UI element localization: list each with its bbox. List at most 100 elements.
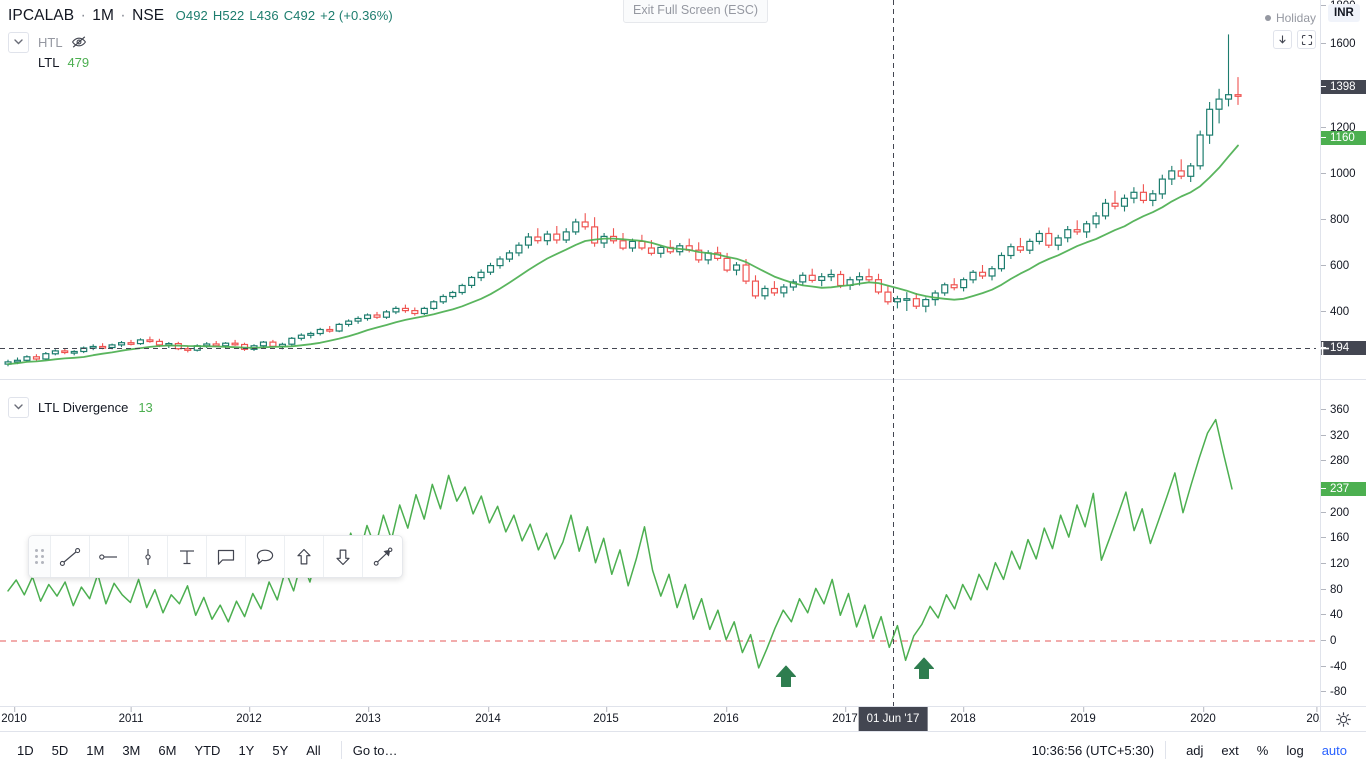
- range-button-1m[interactable]: 1M: [86, 742, 105, 758]
- exit-fullscreen-button[interactable]: Exit Full Screen (ESC): [623, 0, 769, 23]
- range-button-5d[interactable]: 5D: [51, 742, 69, 758]
- range-button-6m[interactable]: 6M: [158, 742, 177, 758]
- axis-tick-dash: [1321, 665, 1326, 667]
- axis-tick-label: 1000: [1330, 168, 1356, 180]
- text-tool[interactable]: [168, 536, 207, 577]
- chevron-down-icon[interactable]: [8, 396, 29, 418]
- scale-option-ext[interactable]: ext: [1221, 742, 1239, 758]
- trend-line-tool[interactable]: [51, 536, 90, 577]
- ohlc-close: C492: [283, 8, 316, 23]
- price-axis-tick: 194: [1321, 341, 1366, 355]
- ohlc-low: L436: [249, 8, 279, 23]
- axis-tick-dash: [1321, 640, 1326, 641]
- download-arrow-icon[interactable]: [1273, 30, 1292, 49]
- price-axis-tick: 120: [1321, 557, 1366, 571]
- range-button-5y[interactable]: 5Y: [272, 742, 289, 758]
- time-tick-label: 2017: [832, 713, 858, 725]
- range-button-ytd[interactable]: YTD: [194, 742, 221, 758]
- clock-label: 10:36:56 (UTC+5:30): [1031, 742, 1155, 758]
- exchange-label[interactable]: NSE: [132, 7, 165, 24]
- symbol-name[interactable]: IPCALAB: [8, 7, 75, 24]
- axis-tick-dash: [1321, 311, 1326, 312]
- range-button-3m[interactable]: 3M: [122, 742, 141, 758]
- divergence-indicator-row[interactable]: LTL Divergence 13: [8, 396, 153, 418]
- price-axis-tick: 1398: [1321, 80, 1366, 94]
- range-buttons[interactable]: 1D 5D 1M 3M 6M YTD 1Y 5Y All: [8, 740, 330, 761]
- axis-tick-dash: [1321, 563, 1326, 564]
- scale-option-auto[interactable]: auto: [1321, 742, 1347, 758]
- price-axis-tick: 200: [1321, 506, 1366, 520]
- scale-option-log[interactable]: log: [1286, 742, 1304, 758]
- price-pane[interactable]: [0, 0, 1320, 379]
- time-tick-dash: [1316, 707, 1317, 712]
- ltl-divergence-plot: [0, 418, 1320, 687]
- up-arrow-tool[interactable]: [285, 536, 324, 577]
- drawing-toolbar[interactable]: [28, 535, 403, 578]
- time-axis-tick: 2020: [1190, 707, 1216, 731]
- axis-tick-dash: [1321, 347, 1326, 348]
- axis-tick-label: 237: [1321, 481, 1366, 496]
- indicator-pane[interactable]: [0, 380, 1320, 706]
- gear-icon: [1336, 711, 1351, 727]
- callout-tool[interactable]: [207, 536, 246, 577]
- price-axis-tick: 0: [1321, 634, 1366, 648]
- arrow-marker-tool[interactable]: [363, 536, 402, 577]
- axis-tick-label: 320: [1330, 429, 1350, 442]
- time-axis-tick: 2018: [950, 707, 976, 731]
- range-button-1y[interactable]: 1Y: [238, 742, 255, 758]
- chevron-down-icon[interactable]: [8, 31, 29, 53]
- top-right-buttons[interactable]: [1273, 30, 1316, 49]
- axis-tick-label: 1398: [1321, 80, 1366, 94]
- time-scale[interactable]: 2010 2011 2012 2013 2014 2015 2016 2017 2018 2019…: [0, 706, 1326, 731]
- price-axis-tick: -80: [1321, 685, 1366, 699]
- axis-tick-label: 1160: [1321, 131, 1366, 145]
- scale-options[interactable]: adj ext% log auto: [1177, 740, 1356, 761]
- drag-handle[interactable]: [29, 536, 51, 577]
- htl-indicator-row[interactable]: HTL: [8, 31, 398, 53]
- toolbar-divider: [340, 741, 342, 759]
- fullscreen-icon[interactable]: [1297, 30, 1316, 49]
- down-arrow-tool[interactable]: [324, 536, 363, 577]
- scale-option-adj[interactable]: adj: [1186, 742, 1204, 758]
- time-tick-dash: [1083, 707, 1084, 712]
- scale-option-percent[interactable]: %: [1256, 742, 1269, 758]
- axis-tick-label: 360: [1330, 404, 1350, 416]
- pane-divider: [0, 379, 1320, 380]
- axis-tick-label: 120: [1330, 558, 1350, 570]
- ltl-indicator-row[interactable]: LTL 479: [38, 55, 398, 70]
- currency-badge[interactable]: INR: [1328, 4, 1360, 22]
- horizontal-ray-tool[interactable]: [90, 536, 129, 577]
- price-axis-tick: 400: [1321, 305, 1366, 319]
- eye-hidden-icon[interactable]: [71, 35, 87, 49]
- speech-balloon-tool[interactable]: [246, 536, 285, 577]
- price-axis-tick: 1000: [1321, 167, 1366, 181]
- legend-separator-2: ·: [116, 7, 131, 24]
- interval-label[interactable]: 1M: [92, 7, 114, 24]
- time-axis-tick: 2013: [355, 707, 381, 731]
- chart-area[interactable]: [0, 0, 1320, 706]
- axis-tick-dash: [1321, 460, 1326, 462]
- up-arrow-marker-1[interactable]: [776, 665, 796, 687]
- price-axis-tick: 1160: [1321, 131, 1366, 145]
- axis-tick-label: -40: [1330, 660, 1347, 673]
- price-axis-tick: 320: [1321, 429, 1366, 443]
- divergence-title[interactable]: LTL Divergence: [38, 399, 129, 415]
- bottom-toolbar[interactable]: 1D 5D 1M 3M 6M YTD 1Y 5Y All Go to… 10:36:56 (UT…: [0, 731, 1366, 768]
- ohlc-open: O492: [175, 8, 208, 23]
- range-button-1d[interactable]: 1D: [17, 742, 34, 758]
- range-button-all[interactable]: All: [306, 742, 321, 758]
- bottom-right-controls[interactable]: 10:36:56 (UTC+5:30) adj ext% log auto: [1032, 740, 1356, 761]
- price-scale[interactable]: 1800160013981200116010008006004001943603…: [1316, 0, 1366, 706]
- chart-settings-button[interactable]: [1320, 706, 1366, 731]
- up-arrow-marker-2[interactable]: [914, 657, 934, 679]
- ohlc-values: O492 H522 L436 C492 +2 (+0.36%): [176, 8, 398, 23]
- goto-button[interactable]: Go to…: [352, 742, 398, 758]
- htl-indicator-label[interactable]: HTL: [38, 34, 63, 50]
- axis-tick-dash: [1321, 265, 1326, 266]
- vertical-line-tool[interactable]: [129, 536, 168, 577]
- divergence-legend: LTL Divergence 13: [8, 396, 153, 418]
- time-tick-dash: [368, 707, 369, 712]
- axis-tick-label: 200: [1330, 506, 1350, 519]
- price-axis-tick: 280: [1321, 454, 1366, 468]
